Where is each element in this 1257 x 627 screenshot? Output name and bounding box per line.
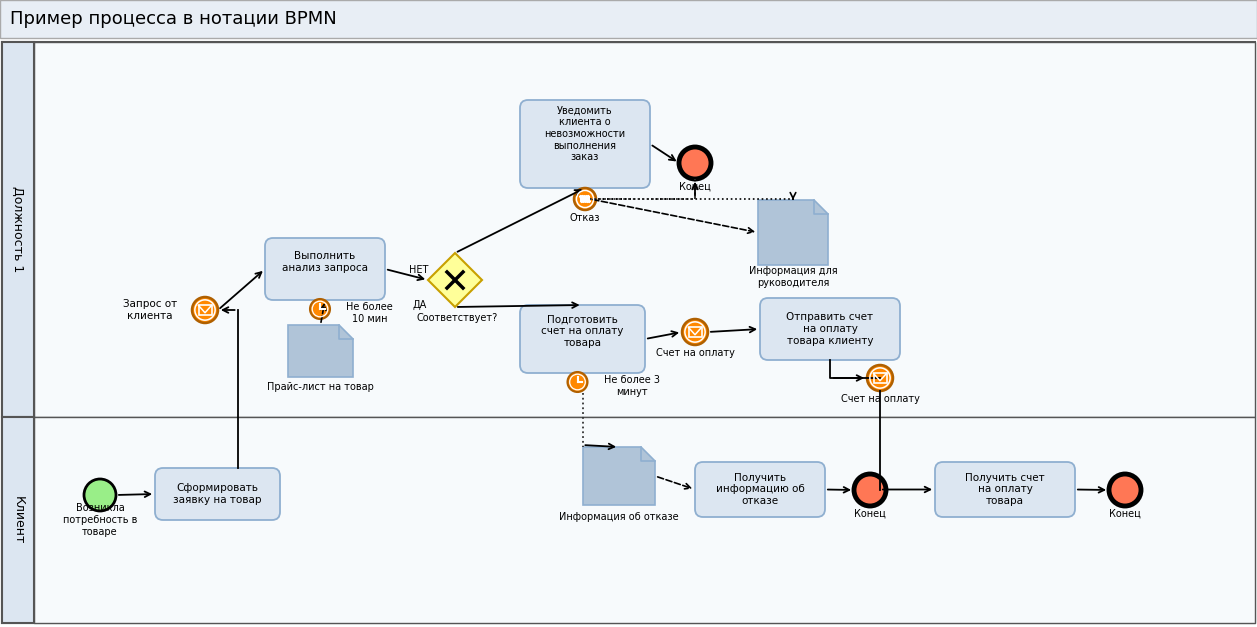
Text: Конец: Конец (1109, 509, 1141, 519)
Polygon shape (288, 325, 353, 377)
Text: Не более
10 мин: Не более 10 мин (346, 302, 392, 324)
FancyBboxPatch shape (520, 100, 650, 188)
FancyBboxPatch shape (935, 462, 1075, 517)
FancyBboxPatch shape (265, 238, 385, 300)
Circle shape (683, 319, 708, 345)
Text: Выполнить
анализ запроса: Выполнить анализ запроса (282, 251, 368, 273)
Text: Счет на оплату: Счет на оплату (656, 348, 734, 358)
Circle shape (854, 474, 886, 506)
Bar (0, 0, 1257, 38)
Text: Уведомить
клиента о
невозможности
выполнения
заказ: Уведомить клиента о невозможности выполн… (544, 106, 626, 162)
Text: Конец: Конец (854, 509, 886, 519)
Bar (3, 42, 34, 417)
Text: Получить
информацию об
отказе: Получить информацию об отказе (715, 473, 804, 506)
Circle shape (192, 297, 217, 323)
Bar (34, 417, 1254, 623)
Text: Отправить счет
на оплату
товара клиенту: Отправить счет на оплату товара клиенту (787, 312, 874, 345)
Circle shape (84, 479, 116, 511)
Circle shape (679, 147, 711, 179)
Text: Соответствует?: Соответствует? (416, 313, 498, 323)
Text: Информация для
руководителя: Информация для руководителя (749, 266, 837, 288)
Text: ДА: ДА (412, 300, 427, 310)
Text: Счет на оплату: Счет на оплату (841, 394, 919, 404)
Text: НЕТ: НЕТ (410, 265, 429, 275)
Text: Отказ: Отказ (569, 213, 601, 223)
Circle shape (567, 372, 587, 392)
FancyBboxPatch shape (520, 305, 645, 373)
Bar (199, 305, 211, 315)
Polygon shape (583, 447, 655, 505)
Text: Не более 3
минут: Не более 3 минут (603, 375, 660, 397)
Circle shape (574, 188, 596, 210)
Circle shape (1109, 474, 1141, 506)
Circle shape (310, 299, 331, 319)
Bar (34, 42, 1254, 417)
Text: Должность 1: Должность 1 (11, 186, 24, 273)
Text: Конец: Конец (679, 182, 711, 192)
Bar (874, 374, 886, 382)
Bar (689, 327, 701, 337)
Text: Подготовить
счет на оплату
товара: Подготовить счет на оплату товара (542, 314, 623, 347)
Text: Получить счет
на оплату
товара: Получить счет на оплату товара (965, 473, 1045, 506)
Text: Пример процесса в нотации BPMN: Пример процесса в нотации BPMN (10, 10, 337, 28)
FancyBboxPatch shape (760, 298, 900, 360)
Text: Сформировать
заявку на товар: Сформировать заявку на товар (173, 483, 261, 505)
Text: Запрос от
клиента: Запрос от клиента (123, 299, 177, 321)
Bar (3, 417, 34, 623)
Polygon shape (758, 200, 828, 265)
FancyBboxPatch shape (695, 462, 825, 517)
Text: Клиент: Клиент (11, 496, 24, 544)
Text: Возникла
потребность в
товаре: Возникла потребность в товаре (63, 503, 137, 537)
Polygon shape (427, 253, 481, 307)
FancyBboxPatch shape (155, 468, 280, 520)
Circle shape (867, 365, 892, 391)
Text: Информация об отказе: Информация об отказе (559, 512, 679, 522)
Text: Прайс-лист на товар: Прайс-лист на товар (266, 382, 373, 392)
